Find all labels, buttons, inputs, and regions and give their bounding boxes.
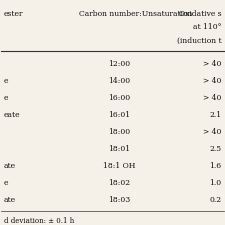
Text: 2.5: 2.5 bbox=[209, 145, 221, 153]
Text: e: e bbox=[4, 94, 8, 101]
Text: > 40: > 40 bbox=[203, 128, 221, 136]
Text: 14:00: 14:00 bbox=[108, 76, 130, 85]
Text: 16:01: 16:01 bbox=[108, 111, 130, 119]
Text: Oxidative s: Oxidative s bbox=[179, 10, 221, 18]
Text: ate: ate bbox=[4, 196, 16, 204]
Text: e: e bbox=[4, 179, 8, 187]
Text: > 40: > 40 bbox=[203, 76, 221, 85]
Text: Carbon number:Unsaturation: Carbon number:Unsaturation bbox=[79, 10, 193, 18]
Text: eate: eate bbox=[4, 111, 20, 119]
Text: e: e bbox=[4, 76, 8, 85]
Text: 18:01: 18:01 bbox=[108, 145, 130, 153]
Text: 0.2: 0.2 bbox=[209, 196, 221, 204]
Text: ester: ester bbox=[4, 10, 23, 18]
Text: 16:00: 16:00 bbox=[108, 94, 130, 101]
Text: > 40: > 40 bbox=[203, 94, 221, 101]
Text: d deviation: ± 0.1 h: d deviation: ± 0.1 h bbox=[4, 217, 74, 225]
Text: 2.1: 2.1 bbox=[209, 111, 221, 119]
Text: ate: ate bbox=[4, 162, 16, 170]
Text: 18:02: 18:02 bbox=[108, 179, 130, 187]
Text: 18:1 OH: 18:1 OH bbox=[103, 162, 135, 170]
Text: 18:00: 18:00 bbox=[108, 128, 130, 136]
Text: > 40: > 40 bbox=[203, 60, 221, 68]
Text: at 110°: at 110° bbox=[193, 23, 221, 31]
Text: 12:00: 12:00 bbox=[108, 60, 130, 68]
Text: (induction t: (induction t bbox=[177, 37, 221, 45]
Text: 1.6: 1.6 bbox=[209, 162, 221, 170]
Text: 1.0: 1.0 bbox=[209, 179, 221, 187]
Text: 18:03: 18:03 bbox=[108, 196, 130, 204]
